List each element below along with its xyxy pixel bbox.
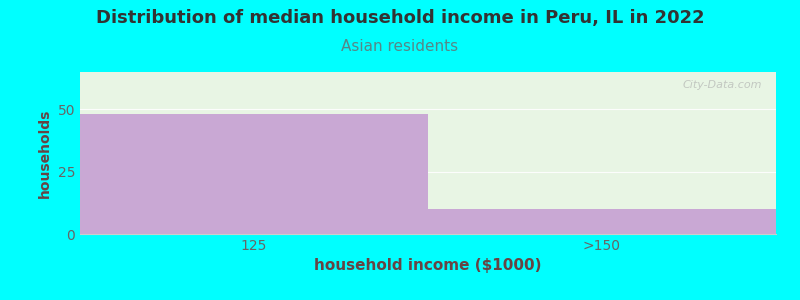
Text: Asian residents: Asian residents — [342, 39, 458, 54]
Y-axis label: households: households — [38, 108, 52, 198]
Text: City-Data.com: City-Data.com — [682, 80, 762, 90]
X-axis label: household income ($1000): household income ($1000) — [314, 258, 542, 273]
Bar — [428, 209, 776, 234]
Bar — [80, 114, 428, 234]
Text: Distribution of median household income in Peru, IL in 2022: Distribution of median household income … — [96, 9, 704, 27]
